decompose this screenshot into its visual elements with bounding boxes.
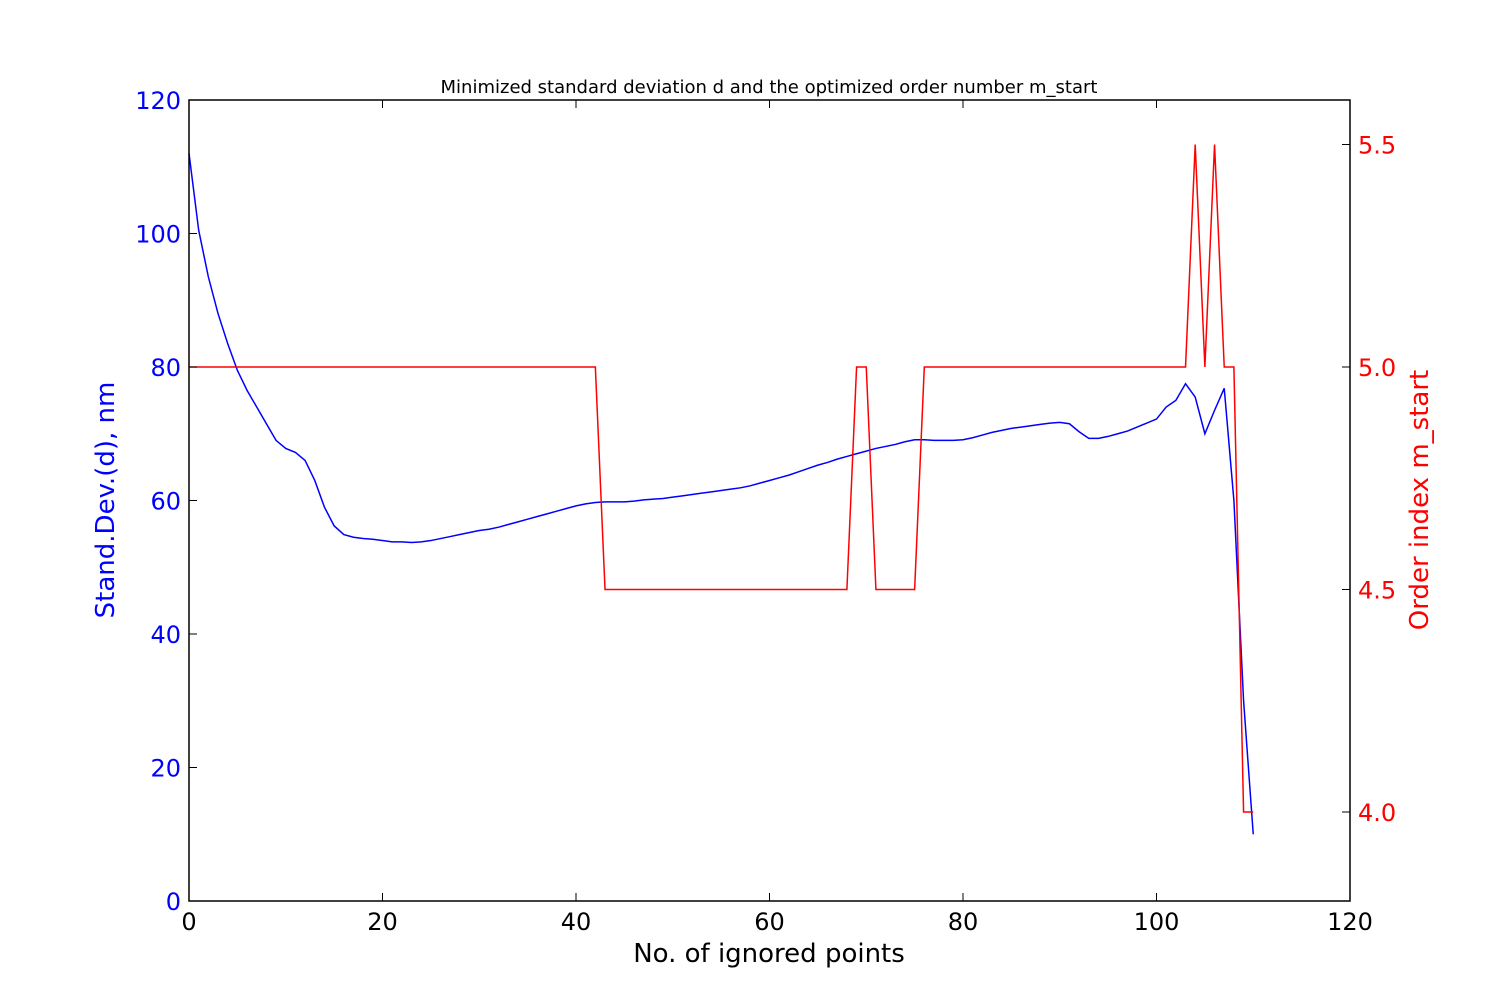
y-right-tick-label: 4.5 <box>1358 577 1396 605</box>
series-layer <box>188 144 1254 835</box>
y-left-tick-label: 120 <box>135 87 181 115</box>
y-right-tick-label: 5.0 <box>1358 354 1396 382</box>
x-tick-label: 40 <box>561 908 592 936</box>
ticks-layer: 0 20 40 60 80 100 120 0 20 40 60 80 100 120 4.0 4.5 5.0 5… <box>135 87 1396 936</box>
y-right-tick-label: 4.0 <box>1358 799 1396 827</box>
y-axis-right-label: Order index m_start <box>1405 370 1435 630</box>
y-axis-left-label: Stand.Dev.(d), nm <box>91 382 121 619</box>
x-tick-label: 0 <box>181 908 196 936</box>
y-left-tick-label: 80 <box>150 354 181 382</box>
x-tick-label: 120 <box>1327 908 1373 936</box>
y-left-tick-label: 60 <box>150 488 181 516</box>
y-left-tick-label: 0 <box>166 888 181 916</box>
x-tick-label: 80 <box>948 908 979 936</box>
y-left-tick-label: 40 <box>150 621 181 649</box>
x-tick-label: 20 <box>367 908 398 936</box>
y-left-tick-label: 100 <box>135 221 181 249</box>
y-right-tick-label: 5.5 <box>1358 132 1396 160</box>
x-axis-label: No. of ignored points <box>633 939 905 969</box>
y-left-tick-label: 20 <box>150 755 181 783</box>
x-tick-label: 60 <box>754 908 785 936</box>
series-line-order-index <box>189 144 1254 813</box>
chart-title: Minimized standard deviation d and the o… <box>441 77 1098 98</box>
series-line-stand-dev <box>188 153 1254 835</box>
x-tick-label: 100 <box>1134 908 1180 936</box>
